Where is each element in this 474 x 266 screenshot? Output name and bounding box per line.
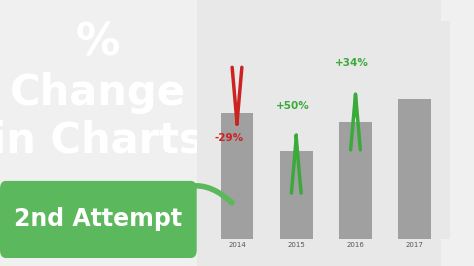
Text: +34%: +34%: [335, 58, 369, 68]
Text: -29%: -29%: [214, 133, 244, 143]
Text: 2nd Attempt: 2nd Attempt: [14, 207, 182, 231]
Text: +50%: +50%: [275, 101, 309, 111]
Bar: [221, 113, 253, 239]
Bar: [339, 122, 372, 239]
FancyBboxPatch shape: [197, 0, 441, 266]
Bar: [280, 151, 312, 239]
FancyBboxPatch shape: [0, 181, 197, 258]
Text: %: %: [76, 21, 120, 64]
Text: in Charts: in Charts: [0, 120, 204, 162]
Text: Change: Change: [10, 72, 186, 114]
Bar: [399, 99, 431, 239]
